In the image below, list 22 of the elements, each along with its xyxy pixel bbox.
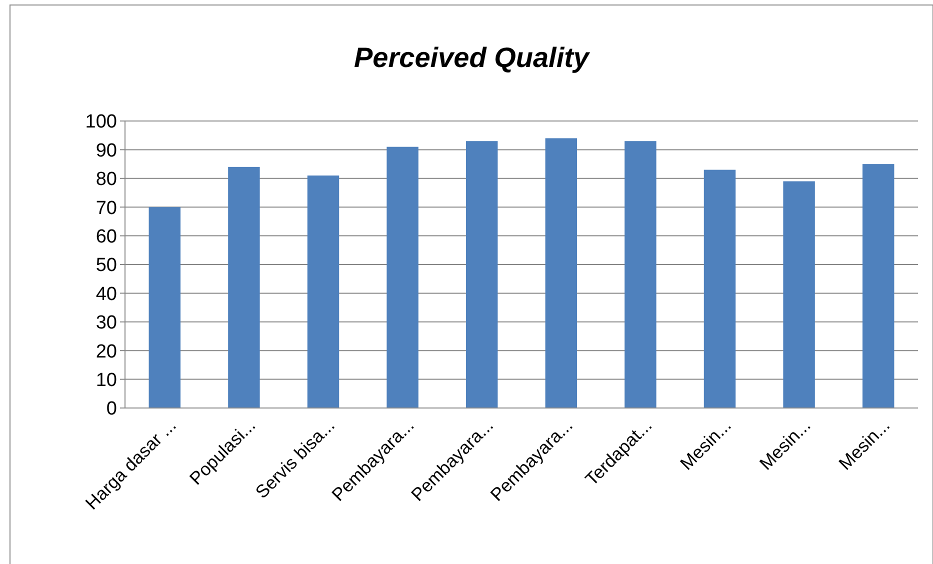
bar (783, 181, 815, 408)
bar (386, 146, 418, 408)
bar (545, 138, 578, 408)
y-tick-label: 0 (106, 398, 117, 420)
y-tick-label: 50 (96, 255, 117, 276)
chart-title: Perceived Quality (354, 42, 590, 73)
bar (624, 141, 656, 408)
y-tick-label: 90 (96, 140, 117, 162)
y-tick-label: 10 (96, 370, 117, 391)
y-tick-label: 30 (96, 312, 117, 334)
y-tick-label: 60 (96, 226, 117, 248)
y-tick-label: 80 (96, 169, 117, 190)
bar (228, 166, 260, 408)
y-tick-label: 40 (96, 284, 117, 305)
bar (307, 176, 340, 408)
y-tick-label: 100 (85, 112, 117, 133)
bar (148, 207, 181, 408)
bar (862, 164, 894, 408)
bar (704, 170, 736, 408)
bar (466, 141, 498, 408)
y-tick-label: 20 (96, 341, 117, 362)
y-tick-label: 70 (96, 198, 117, 219)
